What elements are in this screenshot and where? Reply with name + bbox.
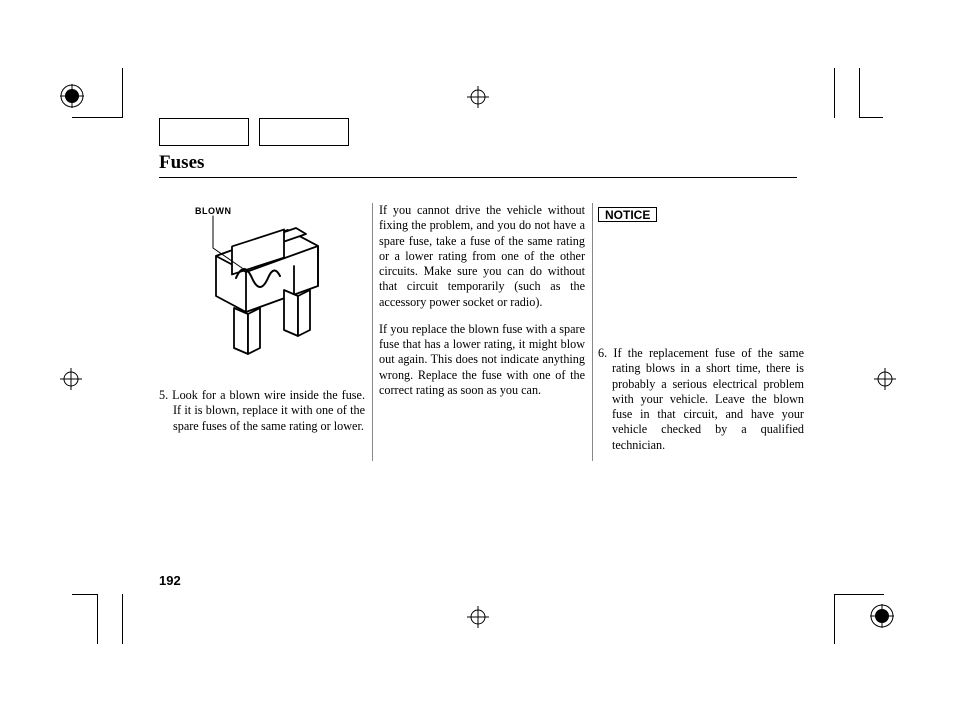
column-3: 6. If the replacement fuse of the same r… bbox=[598, 346, 804, 461]
column-2: If you cannot drive the vehicle without … bbox=[379, 203, 585, 410]
paragraph: If you cannot drive the vehicle without … bbox=[379, 203, 585, 310]
crop-mark bbox=[834, 594, 884, 595]
header-box bbox=[159, 118, 249, 146]
registration-mark-icon bbox=[60, 84, 84, 108]
registration-mark-icon bbox=[870, 604, 894, 628]
crop-mark bbox=[72, 594, 97, 595]
paragraph: If you replace the blown fuse with a spa… bbox=[379, 322, 585, 398]
column-divider bbox=[372, 203, 373, 461]
crop-mark bbox=[122, 68, 123, 118]
page-number: 192 bbox=[159, 573, 181, 588]
crop-mark bbox=[97, 594, 98, 644]
crosshair-icon bbox=[60, 368, 82, 390]
step-5: 5. Look for a blown wire inside the fuse… bbox=[159, 388, 365, 434]
header-box bbox=[259, 118, 349, 146]
step-6: 6. If the replacement fuse of the same r… bbox=[598, 346, 804, 453]
crosshair-icon bbox=[874, 368, 896, 390]
crosshair-icon bbox=[467, 86, 489, 108]
section-title: Fuses bbox=[159, 152, 204, 174]
crosshair-icon bbox=[467, 606, 489, 628]
column-divider bbox=[592, 203, 593, 461]
column-1: 5. Look for a blown wire inside the fuse… bbox=[159, 388, 365, 442]
crop-mark bbox=[834, 594, 835, 644]
crop-mark bbox=[834, 68, 835, 118]
crop-mark bbox=[859, 117, 883, 118]
crop-mark bbox=[72, 117, 122, 118]
crop-mark bbox=[122, 594, 123, 644]
manual-page: Fuses BLOWN bbox=[0, 0, 954, 710]
notice-label: NOTICE bbox=[598, 207, 657, 222]
title-rule bbox=[159, 177, 797, 178]
fuse-illustration bbox=[178, 208, 346, 376]
crop-mark bbox=[859, 68, 860, 118]
